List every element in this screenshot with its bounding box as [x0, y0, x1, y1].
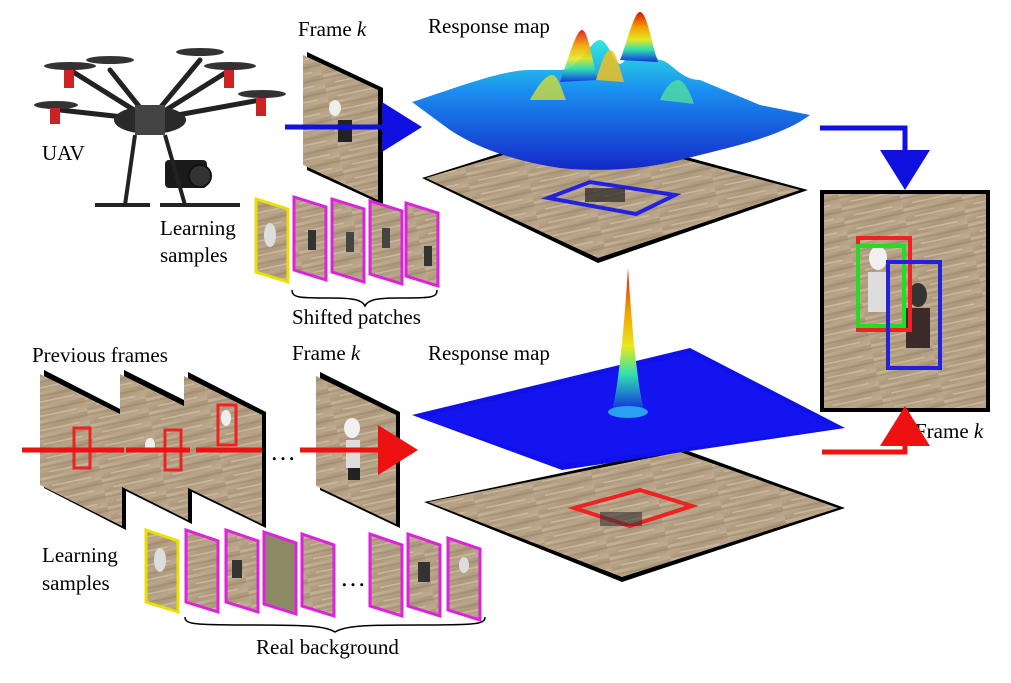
- red-arrow-to-result: [822, 406, 930, 455]
- bbox-blue-result: [886, 260, 942, 370]
- response-map-top-ground: [422, 128, 808, 263]
- shifted-patches-label: Shifted patches: [292, 305, 421, 329]
- learning-samples-bottom-label-1: Learning: [42, 543, 118, 567]
- real-background-brace: [184, 616, 486, 633]
- learning-samples-bottom: [144, 527, 482, 623]
- shifted-patch-1: [292, 194, 328, 283]
- background-patch-7: [446, 535, 482, 623]
- response-map-top-label: Response map: [428, 14, 550, 38]
- background-patch-2: [224, 527, 260, 615]
- background-patch-6: [406, 531, 442, 619]
- background-patch-1: [184, 527, 220, 615]
- frame-result-label: Frame k: [915, 419, 984, 443]
- shifted-patch-4: [404, 200, 440, 289]
- sample-target-top: [254, 196, 290, 285]
- frame-top-label: Frame k: [298, 17, 367, 41]
- response-map-bottom-label: Response map: [428, 341, 550, 365]
- blue-arrow-to-result: [820, 125, 930, 190]
- ellipsis-frames: …: [270, 437, 296, 466]
- shifted-patches-brace: [291, 289, 438, 308]
- learning-samples-top-label-1: Learning: [160, 216, 236, 240]
- learning-samples-bottom-label-2: samples: [42, 571, 110, 595]
- learning-samples-top: [254, 194, 440, 289]
- ellipsis-samples: …: [340, 563, 366, 592]
- person-figure-icon: [344, 418, 360, 480]
- background-patch-3: [262, 529, 298, 617]
- background-patch-4: [300, 531, 336, 619]
- response-map-top-surface: [412, 12, 810, 170]
- bbox-blue-top: [540, 179, 682, 217]
- result-frame: [820, 190, 990, 412]
- uav-drone-icon: [34, 48, 286, 207]
- frame-bottom-label: Frame k: [292, 341, 361, 365]
- shifted-patch-3: [368, 198, 404, 287]
- bbox-green-result: [856, 244, 906, 328]
- real-background-label: Real background: [256, 635, 399, 659]
- sample-target-bottom: [144, 527, 180, 615]
- shifted-patch-2: [330, 196, 366, 285]
- response-map-bottom-surface: [412, 268, 845, 470]
- response-map-bottom-ground: [424, 448, 845, 582]
- previous-frames-label: Previous frames: [32, 343, 168, 367]
- background-patch-5: [368, 531, 404, 619]
- uav-label: UAV: [42, 141, 85, 165]
- previous-frame-2: [120, 370, 192, 524]
- learning-samples-top-label-2: samples: [160, 243, 228, 267]
